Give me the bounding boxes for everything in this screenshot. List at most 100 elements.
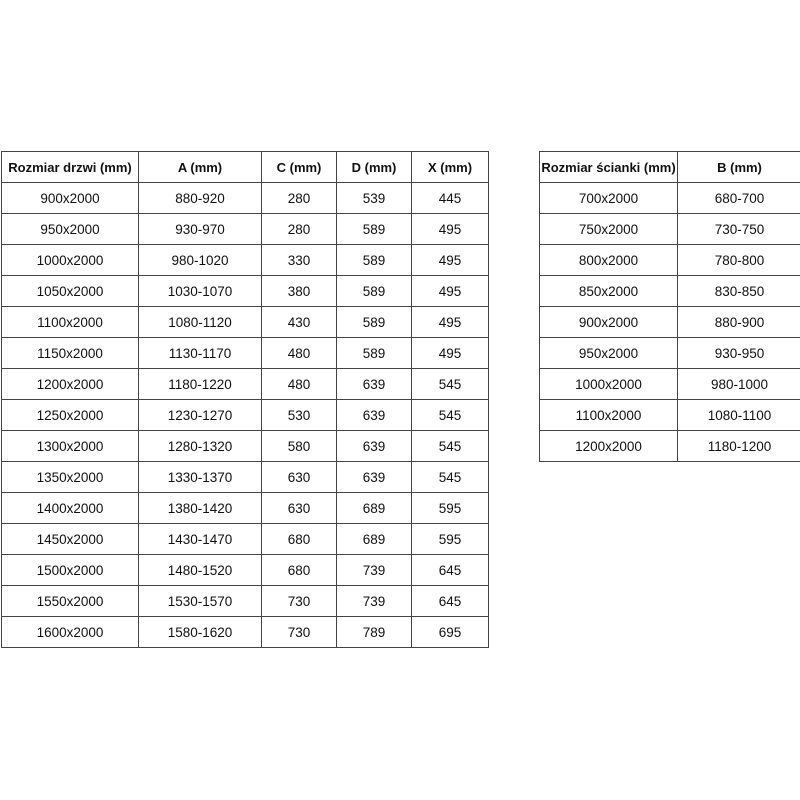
table-cell: 730 xyxy=(261,616,337,648)
table-cell: 1480-1520 xyxy=(138,554,262,586)
table-cell: 1050x2000 xyxy=(1,275,139,307)
table-cell: 495 xyxy=(411,213,489,245)
table-row: 1200x2000 1180-1200 xyxy=(539,430,800,462)
table-cell: 430 xyxy=(261,306,337,338)
table-cell: 1200x2000 xyxy=(1,368,139,400)
table-row: 1000x2000 980-1000 xyxy=(539,368,800,400)
table-cell: 980-1020 xyxy=(138,244,262,276)
table-cell: 330 xyxy=(261,244,337,276)
table-row: 1200x2000 1180-1220 480 639 545 xyxy=(1,368,489,400)
table-cell: 900x2000 xyxy=(1,182,139,214)
table-row: 1550x2000 1530-1570 730 739 645 xyxy=(1,585,489,617)
column-header: B (mm) xyxy=(677,151,800,183)
table-cell: 880-920 xyxy=(138,182,262,214)
table-row: 1250x2000 1230-1270 530 639 545 xyxy=(1,399,489,431)
table-row: 900x2000 880-920 280 539 445 xyxy=(1,182,489,214)
table-cell: 980-1000 xyxy=(677,368,800,400)
column-header: Rozmiar drzwi (mm) xyxy=(1,151,139,183)
table-cell: 1600x2000 xyxy=(1,616,139,648)
table-cell: 495 xyxy=(411,306,489,338)
table-cell: 495 xyxy=(411,244,489,276)
table-cell: 589 xyxy=(336,337,412,369)
table-cell: 539 xyxy=(336,182,412,214)
table-cell: 1250x2000 xyxy=(1,399,139,431)
table-cell: 680 xyxy=(261,554,337,586)
table-row: 1000x2000 980-1020 330 589 495 xyxy=(1,244,489,276)
table-cell: 595 xyxy=(411,492,489,524)
table-cell: 850x2000 xyxy=(539,275,678,307)
table-cell: 930-970 xyxy=(138,213,262,245)
table-cell: 1030-1070 xyxy=(138,275,262,307)
table-cell: 789 xyxy=(336,616,412,648)
table-cell: 645 xyxy=(411,585,489,617)
table-cell: 1200x2000 xyxy=(539,430,678,462)
table-cell: 680-700 xyxy=(677,182,800,214)
column-header: A (mm) xyxy=(138,151,262,183)
table-cell: 1100x2000 xyxy=(1,306,139,338)
table-cell: 950x2000 xyxy=(1,213,139,245)
table-row: 1600x2000 1580-1620 730 789 695 xyxy=(1,616,489,648)
table-cell: 480 xyxy=(261,368,337,400)
table-row: 1400x2000 1380-1420 630 689 595 xyxy=(1,492,489,524)
table-cell: 645 xyxy=(411,554,489,586)
table-cell: 480 xyxy=(261,337,337,369)
table-cell: 1350x2000 xyxy=(1,461,139,493)
table-cell: 1550x2000 xyxy=(1,585,139,617)
table-row: 800x2000 780-800 xyxy=(539,244,800,276)
table-cell: 1150x2000 xyxy=(1,337,139,369)
table-cell: 630 xyxy=(261,492,337,524)
column-header: C (mm) xyxy=(261,151,337,183)
column-header: D (mm) xyxy=(336,151,412,183)
table-row: 1300x2000 1280-1320 580 639 545 xyxy=(1,430,489,462)
table-cell: 1430-1470 xyxy=(138,523,262,555)
table-cell: 700x2000 xyxy=(539,182,678,214)
table-cell: 1450x2000 xyxy=(1,523,139,555)
table-cell: 545 xyxy=(411,399,489,431)
table-cell: 545 xyxy=(411,368,489,400)
table-cell: 750x2000 xyxy=(539,213,678,245)
table-cell: 1580-1620 xyxy=(138,616,262,648)
table-cell: 689 xyxy=(336,523,412,555)
wall-size-table: Rozmiar ścianki (mm) B (mm) 700x2000 680-7… xyxy=(539,151,800,462)
table-cell: 739 xyxy=(336,585,412,617)
table-cell: 1130-1170 xyxy=(138,337,262,369)
table-row: 1100x2000 1080-1100 xyxy=(539,399,800,431)
table-header-row: Rozmiar ścianki (mm) B (mm) xyxy=(539,151,800,183)
table-row: 700x2000 680-700 xyxy=(539,182,800,214)
table-cell: 1500x2000 xyxy=(1,554,139,586)
table-header-row: Rozmiar drzwi (mm) A (mm) C (mm) D (mm) X (m… xyxy=(1,151,489,183)
table-cell: 1100x2000 xyxy=(539,399,678,431)
table-cell: 695 xyxy=(411,616,489,648)
table-cell: 545 xyxy=(411,430,489,462)
table-cell: 1000x2000 xyxy=(539,368,678,400)
table-cell: 1380-1420 xyxy=(138,492,262,524)
table-row: 1500x2000 1480-1520 680 739 645 xyxy=(1,554,489,586)
table-cell: 689 xyxy=(336,492,412,524)
table-cell: 800x2000 xyxy=(539,244,678,276)
table-cell: 580 xyxy=(261,430,337,462)
table-row: 1350x2000 1330-1370 630 639 545 xyxy=(1,461,489,493)
table-cell: 589 xyxy=(336,275,412,307)
table-cell: 880-900 xyxy=(677,306,800,338)
table-cell: 930-950 xyxy=(677,337,800,369)
table-cell: 1530-1570 xyxy=(138,585,262,617)
table-row: 1150x2000 1130-1170 480 589 495 xyxy=(1,337,489,369)
table-cell: 639 xyxy=(336,430,412,462)
table-row: 950x2000 930-970 280 589 495 xyxy=(1,213,489,245)
table-cell: 730-750 xyxy=(677,213,800,245)
table-row: 1100x2000 1080-1120 430 589 495 xyxy=(1,306,489,338)
door-size-table: Rozmiar drzwi (mm) A (mm) C (mm) D (mm) X (m… xyxy=(1,151,489,648)
table-cell: 1300x2000 xyxy=(1,430,139,462)
table-cell: 530 xyxy=(261,399,337,431)
table-row: 950x2000 930-950 xyxy=(539,337,800,369)
table-row: 1450x2000 1430-1470 680 689 595 xyxy=(1,523,489,555)
table-cell: 445 xyxy=(411,182,489,214)
table-cell: 280 xyxy=(261,182,337,214)
table-cell: 495 xyxy=(411,275,489,307)
table-cell: 1230-1270 xyxy=(138,399,262,431)
table-row: 750x2000 730-750 xyxy=(539,213,800,245)
table-row: 900x2000 880-900 xyxy=(539,306,800,338)
table-cell: 639 xyxy=(336,368,412,400)
table-cell: 1180-1200 xyxy=(677,430,800,462)
table-row: 1050x2000 1030-1070 380 589 495 xyxy=(1,275,489,307)
